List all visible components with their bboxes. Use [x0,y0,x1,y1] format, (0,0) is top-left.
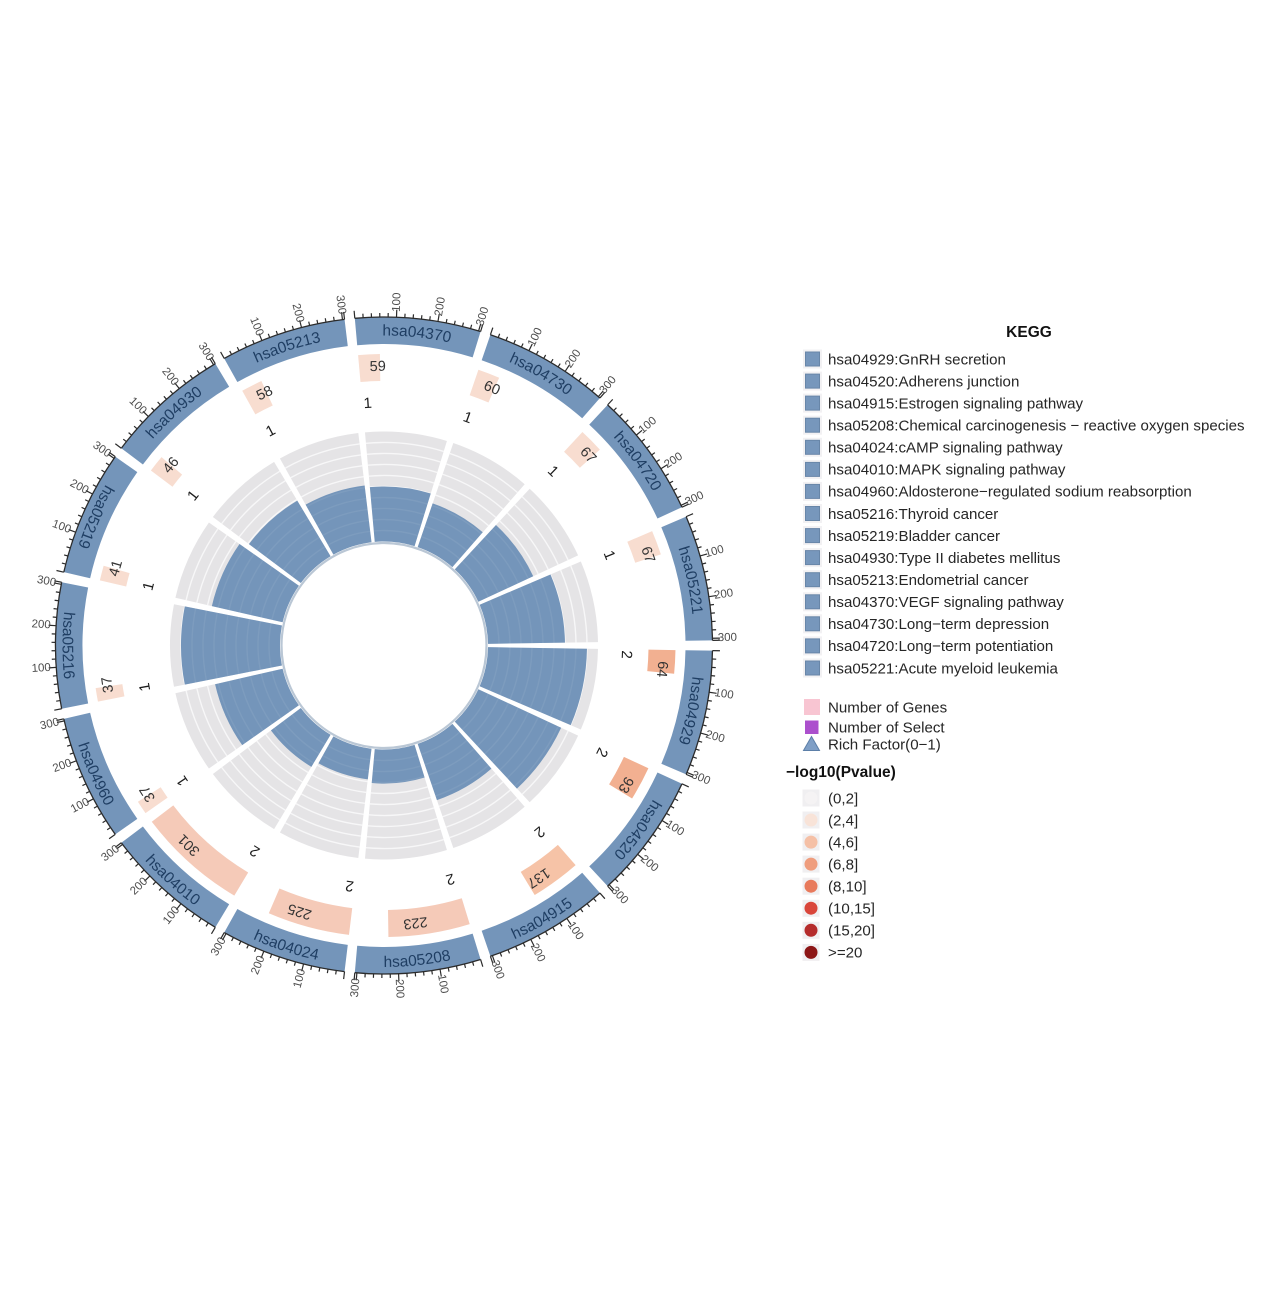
svg-text:(6,8]: (6,8] [828,856,858,873]
svg-text:hsa04960:Aldosterone−regulated: hsa04960:Aldosterone−regulated sodium re… [828,484,1192,501]
svg-text:hsa05219:Bladder cancer: hsa05219:Bladder cancer [828,528,1000,545]
svg-text:(2,4]: (2,4] [828,812,858,829]
svg-text:>=20: >=20 [828,945,862,962]
svg-text:hsa04370:VEGF signaling pathwa: hsa04370:VEGF signaling pathway [828,594,1064,611]
svg-text:hsa04520:Adherens junction: hsa04520:Adherens junction [828,373,1019,390]
svg-text:Number of Genes: Number of Genes [828,699,947,716]
svg-text:(0,2]: (0,2] [828,790,858,807]
svg-text:hsa04024:cAMP signaling pathwa: hsa04024:cAMP signaling pathway [828,440,1063,457]
svg-text:37: 37 [99,676,117,694]
svg-text:hsa04915:Estrogen signaling pa: hsa04915:Estrogen signaling pathway [828,395,1084,412]
svg-text:64: 64 [653,661,670,678]
svg-text:(15,20]: (15,20] [828,923,875,940]
svg-text:300: 300 [349,978,363,998]
svg-text:300: 300 [718,632,737,644]
svg-text:223: 223 [403,913,429,932]
svg-text:hsa05208:Chemical carcinogenes: hsa05208:Chemical carcinogenesis − react… [828,418,1245,435]
svg-text:Rich Factor(0−1): Rich Factor(0−1) [828,736,941,753]
svg-text:200: 200 [393,979,406,999]
svg-text:hsa04929:GnRH secretion: hsa04929:GnRH secretion [828,351,1006,368]
svg-text:hsa05213:Endometrial cancer: hsa05213:Endometrial cancer [828,572,1029,589]
svg-text:100: 100 [31,662,51,675]
svg-text:2: 2 [618,650,635,659]
svg-text:300: 300 [333,294,347,315]
svg-text:hsa04720:Long−term potentiatio: hsa04720:Long−term potentiation [828,638,1053,655]
svg-text:hsa05216:Thyroid cancer: hsa05216:Thyroid cancer [828,506,998,523]
svg-text:hsa05216: hsa05216 [58,611,77,680]
svg-text:(4,6]: (4,6] [828,834,858,851]
svg-text:hsa04010:MAPK signaling pathwa: hsa04010:MAPK signaling pathway [828,462,1066,479]
svg-text:200: 200 [31,618,51,631]
svg-text:hsa05221:Acute myeloid leukemi: hsa05221:Acute myeloid leukemia [828,660,1059,677]
svg-text:(10,15]: (10,15] [828,901,875,918]
svg-text:100: 100 [391,292,404,312]
svg-text:59: 59 [369,359,385,375]
svg-text:hsa04730:Long−term depression: hsa04730:Long−term depression [828,616,1049,633]
svg-text:1: 1 [363,395,372,413]
svg-text:hsa04930:Type II diabetes mell: hsa04930:Type II diabetes mellitus [828,550,1060,567]
svg-text:(8,10]: (8,10] [828,879,867,896]
svg-text:−log10(Pvalue): −log10(Pvalue) [786,764,896,781]
svg-text:Number of Select: Number of Select [828,719,945,736]
svg-text:KEGG: KEGG [1006,324,1052,341]
